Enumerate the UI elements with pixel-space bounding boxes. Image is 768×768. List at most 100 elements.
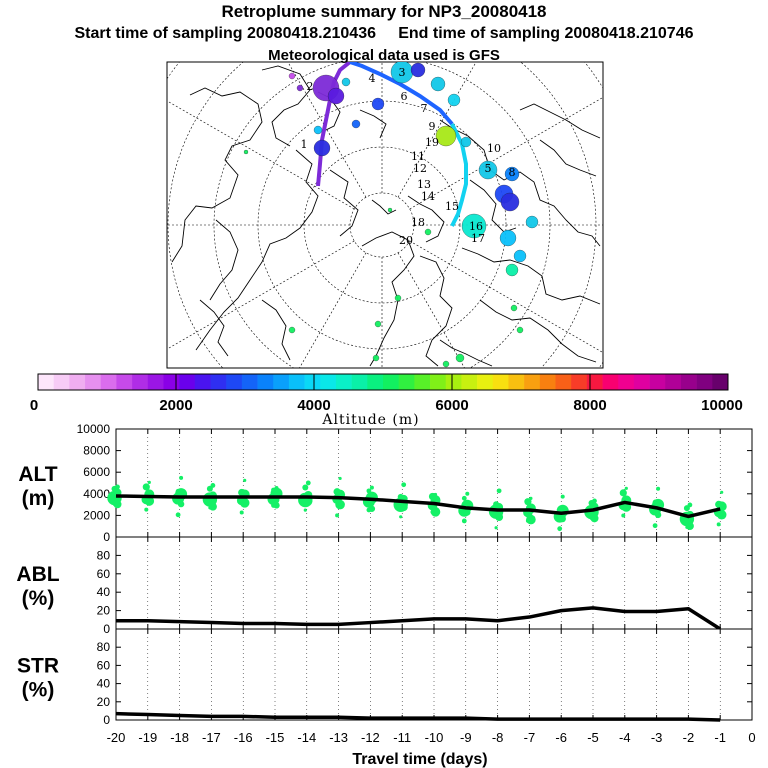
altitude-spread-dot — [494, 526, 498, 530]
altitude-spread-dot — [305, 480, 311, 486]
coastline — [479, 299, 597, 363]
colorbar-swatch — [586, 374, 603, 390]
altitude-spread-dot — [529, 496, 533, 501]
time-series-panels: 0200040006000800010000ALT(m)020406080ABL… — [16, 422, 755, 768]
colorbar-swatch — [53, 374, 70, 390]
colorbar-swatch — [649, 374, 666, 390]
coastline — [171, 87, 263, 263]
colorbar-swatch — [210, 374, 227, 390]
x-tick-label: -13 — [329, 730, 348, 745]
plume-dot — [313, 139, 331, 157]
colorbar-swatch — [163, 374, 180, 390]
day-label: 18 — [411, 216, 425, 229]
met-data-label: Meteorological data used is GFS — [268, 47, 500, 64]
colorbar-swatch — [69, 374, 86, 390]
colorbar-swatch — [508, 374, 525, 390]
colorbar-swatch — [85, 374, 102, 390]
coastline — [407, 195, 445, 243]
altitude-spread-dot — [557, 506, 563, 512]
colorbar-swatch — [273, 374, 290, 390]
altitude-spread-dot — [115, 484, 120, 490]
x-tick-label: -6 — [555, 730, 567, 745]
altitude-spread-dot — [366, 488, 372, 494]
plume-dot — [243, 149, 249, 155]
day-label: 6 — [401, 90, 408, 103]
day-label: 11 — [411, 150, 425, 163]
series-line — [115, 494, 721, 519]
coastline — [359, 109, 387, 139]
plume-dot — [510, 304, 518, 312]
altitude-spread-dot — [369, 485, 374, 490]
altitude-spread-dot — [175, 512, 181, 518]
colorbar-swatch — [226, 374, 243, 390]
coastline — [195, 149, 319, 351]
colorbar-swatch — [100, 374, 117, 390]
x-tick-label: -5 — [587, 730, 599, 745]
altitude-spread-dot — [624, 486, 628, 490]
altitude-spread-dot — [338, 476, 342, 481]
y-tick-label: 2000 — [83, 508, 110, 522]
colorbar-tick-label: 10000 — [701, 397, 743, 414]
colorbar-swatch — [414, 374, 431, 390]
chart-title: Retroplume summary for NP3_20080418 — [221, 2, 547, 21]
plume-dot — [424, 228, 432, 236]
x-tick-label: -19 — [138, 730, 157, 745]
altitude-spread-dot — [274, 485, 279, 490]
altitude-spread-dot — [619, 489, 627, 497]
altitude-spread-dot — [147, 480, 151, 484]
plume-dot — [410, 62, 426, 78]
colorbar-swatch — [430, 374, 447, 390]
colorbar-swatch — [633, 374, 650, 390]
y-tick-label: 8000 — [83, 444, 110, 458]
altitude-spread-dot — [621, 513, 626, 518]
plume-dot — [341, 77, 351, 87]
series-line — [116, 606, 722, 631]
plume-dot — [351, 119, 361, 129]
day-label: 4 — [369, 72, 376, 85]
altitude-spread-dot — [333, 488, 341, 496]
colorbar-swatch — [571, 374, 588, 390]
x-tick-label: -8 — [492, 730, 504, 745]
plume-dot — [435, 125, 457, 147]
altitude-spread-dot — [461, 495, 467, 501]
plume-dot — [372, 354, 380, 362]
plume-dot — [313, 125, 323, 135]
panel-frame — [115, 428, 753, 538]
colorbar-tick-label: 2000 — [159, 397, 192, 414]
panel-frame — [115, 628, 753, 721]
altitude-spread-dot — [656, 486, 661, 491]
altitude-spread-dot — [557, 526, 563, 532]
altitude-spread-dot — [433, 492, 438, 497]
x-axis-title: Travel time (days) — [352, 751, 487, 768]
x-tick-label: -15 — [266, 730, 285, 745]
x-tick-label: -12 — [361, 730, 380, 745]
day-label: 7 — [421, 102, 428, 115]
trajectory-upper — [316, 62, 352, 187]
coastline — [519, 103, 601, 139]
y-tick-label: 60 — [97, 658, 111, 672]
plume-dot — [288, 72, 296, 80]
coastline — [539, 139, 597, 177]
y-tick-label: 80 — [97, 640, 111, 654]
map-frame — [166, 61, 604, 369]
x-tick-label: -10 — [425, 730, 444, 745]
plume-dot — [499, 229, 517, 247]
y-tick-label: 60 — [97, 567, 111, 581]
coastline — [419, 255, 453, 367]
plume-dot — [442, 360, 450, 368]
plume-dot — [455, 353, 465, 363]
colorbar-swatch — [696, 374, 713, 390]
altitude-spread-dot — [493, 501, 500, 508]
altitude-spread-dot — [461, 518, 467, 524]
day-label: 8 — [509, 166, 516, 179]
altitude-spread-dot — [175, 488, 181, 494]
colorbar-swatch — [461, 374, 478, 390]
plume-dot — [387, 207, 393, 213]
coastline — [329, 169, 359, 237]
colorbar-swatch — [680, 374, 697, 390]
colorbar-swatch — [492, 374, 509, 390]
meridian-line — [299, 252, 367, 368]
